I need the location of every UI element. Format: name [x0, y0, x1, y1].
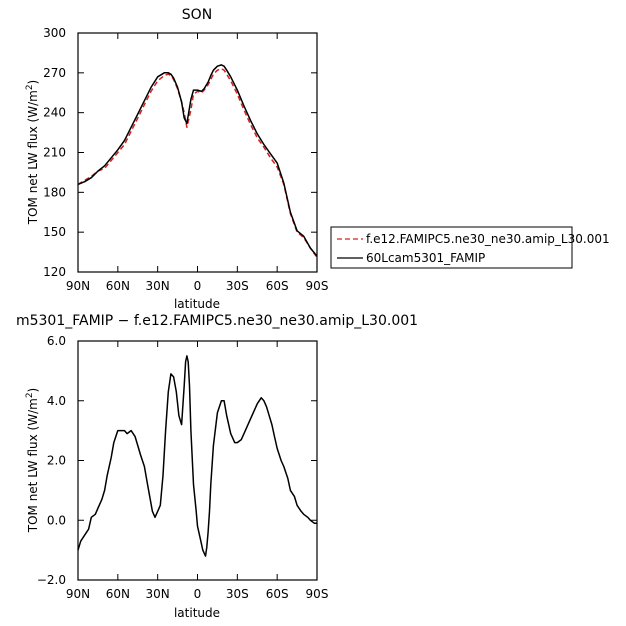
- bottom-y-axis-label-sup: 2: [25, 392, 35, 398]
- top-x-tick-label: 0: [194, 279, 202, 293]
- bottom-y-ticks: −2.0 0.0 2.0 4.0 6.0: [37, 334, 317, 587]
- top-y-tick-label: 120: [43, 265, 66, 279]
- top-x-axis-label: latitude: [174, 297, 220, 311]
- top-series-line-1: [77, 64, 318, 257]
- bottom-x-tick-label: 60N: [106, 587, 130, 601]
- top-x-tick-label: 90N: [66, 279, 90, 293]
- top-y-ticks: 120 150 180 210 240 270 300: [43, 26, 317, 279]
- top-x-tick-label: 60S: [266, 279, 289, 293]
- top-panel: SON 90N 60N 30N 0 30S 60S 90S 120 150 180 210 240 2…: [25, 7, 328, 311]
- legend-label-exp: 60Lcam5301_FAMIP: [366, 251, 485, 265]
- top-y-axis-label-sup: 2: [25, 84, 35, 90]
- bottom-x-tick-label: 90S: [306, 587, 329, 601]
- top-series-lines: [77, 64, 318, 258]
- bottom-series-lines: [77, 355, 317, 557]
- top-x-tick-label: 30S: [226, 279, 249, 293]
- top-y-tick-label: 300: [43, 26, 66, 40]
- top-x-ticks: 90N 60N 30N 0 30S 60S 90S: [66, 33, 329, 293]
- bottom-y-tick-label: 2.0: [47, 454, 66, 468]
- top-y-tick-label: 240: [43, 106, 66, 120]
- top-x-tick-label: 60N: [106, 279, 130, 293]
- bottom-y-axis-label-main: TOM net LW flux (W/m: [26, 398, 40, 533]
- legend-label-ctl: f.e12.FAMIPC5.ne30_ne30.amip_L30.001: [366, 232, 610, 246]
- top-y-axis-label-main: TOM net LW flux (W/m: [26, 90, 40, 225]
- top-y-tick-label: 150: [43, 225, 66, 239]
- bottom-panel-title: m5301_FAMIP − f.e12.FAMIPC5.ne30_ne30.am…: [16, 313, 418, 329]
- bottom-series-line-0: [77, 355, 317, 557]
- top-y-axis-label: TOM net LW flux (W/m2): [25, 80, 40, 226]
- top-y-tick-label: 210: [43, 146, 66, 160]
- legend-box: [330, 226, 573, 269]
- bottom-x-tick-label: 60S: [266, 587, 289, 601]
- bottom-y-axis-label-end: ): [26, 388, 40, 393]
- top-panel-title: SON: [182, 7, 212, 23]
- legend: f.e12.FAMIPC5.ne30_ne30.amip_L30.001 60L…: [330, 226, 610, 269]
- bottom-y-tick-label: 6.0: [47, 334, 66, 348]
- top-y-axis-label-end: ): [26, 80, 40, 85]
- bottom-y-axis-label: TOM net LW flux (W/m2): [25, 388, 40, 534]
- bottom-x-tick-label: 30S: [226, 587, 249, 601]
- top-x-tick-label: 30N: [146, 279, 170, 293]
- top-series-line-0: [77, 68, 318, 258]
- bottom-x-tick-label: 0: [194, 587, 202, 601]
- top-plot-frame: [77, 32, 318, 273]
- bottom-y-tick-label: −2.0: [37, 573, 66, 587]
- bottom-x-tick-label: 90N: [66, 587, 90, 601]
- bottom-y-tick-label: 4.0: [47, 394, 66, 408]
- bottom-x-ticks: 90N 60N 30N 0 30S 60S 90S: [66, 341, 329, 601]
- bottom-y-tick-label: 0.0: [47, 513, 66, 527]
- bottom-panel: m5301_FAMIP − f.e12.FAMIPC5.ne30_ne30.am…: [16, 313, 418, 620]
- bottom-x-tick-label: 30N: [146, 587, 170, 601]
- top-y-tick-label: 270: [43, 66, 66, 80]
- top-x-tick-label: 90S: [306, 279, 329, 293]
- bottom-x-axis-label: latitude: [174, 606, 220, 620]
- top-y-tick-label: 180: [43, 185, 66, 199]
